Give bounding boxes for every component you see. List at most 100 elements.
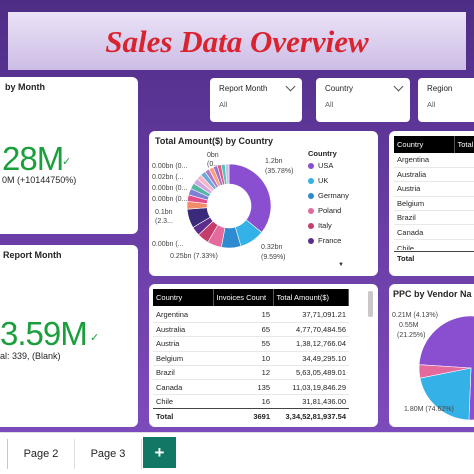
cell-count: 55 bbox=[213, 336, 273, 352]
table-row[interactable]: Canada bbox=[394, 224, 474, 240]
tab-page-3[interactable]: Page 3 bbox=[75, 439, 142, 469]
column-header[interactable]: Country bbox=[394, 136, 455, 153]
add-page-button[interactable]: + bbox=[143, 437, 176, 468]
table-row[interactable]: Argentina bbox=[394, 153, 474, 168]
donut-label-left: 0.00bn (... bbox=[152, 241, 184, 248]
pie-slice[interactable] bbox=[418, 315, 474, 421]
slicer-label: Country bbox=[325, 84, 354, 93]
cell-count: 135 bbox=[213, 379, 273, 395]
legend-label: Germany bbox=[318, 191, 349, 200]
table-header-row: Country Invoices Count Total Amount($) bbox=[153, 289, 349, 306]
donut-label-top: (0... bbox=[207, 161, 220, 168]
legend-swatch bbox=[308, 177, 314, 184]
cell-amount: 5,63,05,489.01 bbox=[273, 365, 349, 381]
donut-label-left: (2.3... bbox=[155, 218, 173, 225]
legend-item[interactable]: Poland bbox=[308, 206, 341, 215]
scroll-down-icon[interactable]: ▼ bbox=[338, 262, 344, 268]
column-header-country[interactable]: Country bbox=[153, 289, 214, 306]
kpi-card-title: by Month bbox=[5, 82, 45, 92]
country-table-card[interactable]: Country Invoices Count Total Amount($) A… bbox=[149, 284, 378, 427]
donut-label-right: (9.59%) bbox=[261, 254, 286, 261]
slicer-report-month[interactable]: Report Month All bbox=[210, 78, 302, 122]
tab-page-1[interactable] bbox=[0, 439, 8, 469]
small-table-card[interactable]: Country Total Argentina Australia Austri… bbox=[389, 131, 474, 276]
slicer-label: Region bbox=[427, 84, 453, 93]
tab-page-2[interactable]: Page 2 bbox=[8, 439, 75, 469]
legend-item[interactable]: Italy bbox=[308, 221, 332, 230]
legend-item[interactable]: Germany bbox=[308, 191, 349, 200]
legend-label: Poland bbox=[318, 206, 342, 215]
kpi-card-title: Report Month bbox=[3, 250, 62, 260]
donut-label-left: 0.00bn (0... bbox=[152, 185, 188, 192]
kpi-card-by-month[interactable]: by Month 28M ✓ 0M (+10144750%) bbox=[0, 77, 138, 234]
table-scrollbar[interactable] bbox=[368, 291, 373, 317]
cell-country: Chile bbox=[397, 244, 415, 250]
cell-country: Canada bbox=[153, 379, 213, 395]
table-row[interactable]: Australia bbox=[394, 167, 474, 183]
slicer-country[interactable]: Country All bbox=[316, 78, 410, 122]
donut-slice[interactable] bbox=[228, 163, 272, 233]
legend-title: Country bbox=[308, 149, 337, 158]
legend-label: Italy bbox=[318, 221, 332, 230]
title-banner: Sales Data Overview bbox=[8, 12, 466, 70]
cell-count: 12 bbox=[213, 365, 273, 381]
slicer-value[interactable]: All bbox=[427, 100, 436, 109]
legend-label: USA bbox=[318, 161, 334, 170]
pie-slice[interactable] bbox=[419, 367, 472, 421]
donut-label-left: 0.02bn (... bbox=[152, 174, 184, 181]
table-row[interactable]: Belgium bbox=[394, 196, 474, 212]
pie-slice[interactable] bbox=[418, 364, 472, 379]
kpi-card-report-month[interactable]: Report Month 3.59M ✓ al: 339, (Blank) bbox=[0, 245, 138, 427]
donut-chart-card[interactable]: Total Amount($) by Country 0bn (0... 0.0… bbox=[149, 131, 378, 276]
slicer-region[interactable]: Region All bbox=[418, 78, 474, 122]
cell-country: Belgium bbox=[153, 351, 213, 367]
legend-item[interactable]: USA bbox=[308, 161, 333, 170]
chevron-down-icon[interactable] bbox=[285, 81, 296, 92]
table-row[interactable]: Argentina 15 37,71,091.21 bbox=[153, 308, 349, 323]
legend-item[interactable]: UK bbox=[308, 176, 328, 185]
pie-chart[interactable] bbox=[389, 284, 474, 427]
donut-chart-title: Total Amount($) by Country bbox=[155, 136, 273, 146]
table-row[interactable]: Austria bbox=[394, 181, 474, 197]
table-row[interactable]: Brazil 12 5,63,05,489.01 bbox=[153, 365, 349, 381]
table-row[interactable]: Canada 135 11,03,19,846.29 bbox=[153, 379, 349, 395]
cell-country: Canada bbox=[394, 224, 454, 240]
table-row[interactable]: Brazil bbox=[394, 210, 474, 226]
legend-swatch bbox=[308, 207, 314, 214]
cell-country: Argentina bbox=[153, 308, 213, 323]
donut-slice[interactable] bbox=[224, 163, 230, 185]
cell-country: Argentina bbox=[394, 153, 454, 168]
chevron-down-icon[interactable] bbox=[393, 81, 404, 92]
cell-country: Brazil bbox=[153, 365, 213, 381]
legend-swatch bbox=[308, 162, 314, 169]
column-header-invoices[interactable]: Invoices Count bbox=[213, 289, 274, 306]
table-row[interactable]: Chile 16 31,81,436.00 bbox=[153, 394, 349, 410]
donut-label-right: (35.78%) bbox=[265, 168, 294, 175]
kpi-subtitle: 0M (+10144750%) bbox=[2, 175, 77, 185]
donut-chart[interactable] bbox=[149, 131, 378, 276]
page-tabs-bar: Page 2 Page 3 + bbox=[0, 432, 474, 474]
legend-swatch bbox=[308, 192, 314, 199]
donut-label-left: 0.00bn (0... bbox=[152, 196, 188, 203]
column-header-amount[interactable]: Total Amount($) bbox=[273, 289, 349, 306]
cell-count: 15 bbox=[213, 308, 273, 323]
cell-country: Brazil bbox=[394, 210, 454, 226]
slicer-value[interactable]: All bbox=[219, 100, 228, 109]
slicer-value[interactable]: All bbox=[325, 100, 334, 109]
legend-label: France bbox=[318, 236, 342, 245]
table-row[interactable]: Belgium 10 34,49,295.10 bbox=[153, 351, 349, 367]
column-header[interactable]: Total bbox=[454, 136, 474, 153]
cell-country: Austria bbox=[153, 336, 213, 352]
cell-country: Australia bbox=[153, 322, 213, 338]
table-row[interactable]: Australia 65 4,77,70,484.56 bbox=[153, 322, 349, 338]
legend-item[interactable]: France bbox=[308, 236, 341, 245]
cell-country: Australia bbox=[394, 167, 454, 183]
donut-label-left: 0.1bn bbox=[155, 209, 173, 216]
table-header-row: Country Total bbox=[394, 136, 474, 153]
pie-label: 1.80M (74.62%) bbox=[404, 406, 454, 413]
cell-country: Chile bbox=[153, 394, 213, 410]
check-icon: ✓ bbox=[62, 156, 72, 168]
pie-chart-card[interactable]: PPC by Vendor Na 0.21M (4.13%) 0.55M (21… bbox=[389, 284, 474, 427]
table-row[interactable]: Austria 55 1,38,12,766.04 bbox=[153, 336, 349, 352]
cell-amount: 37,71,091.21 bbox=[273, 308, 349, 323]
